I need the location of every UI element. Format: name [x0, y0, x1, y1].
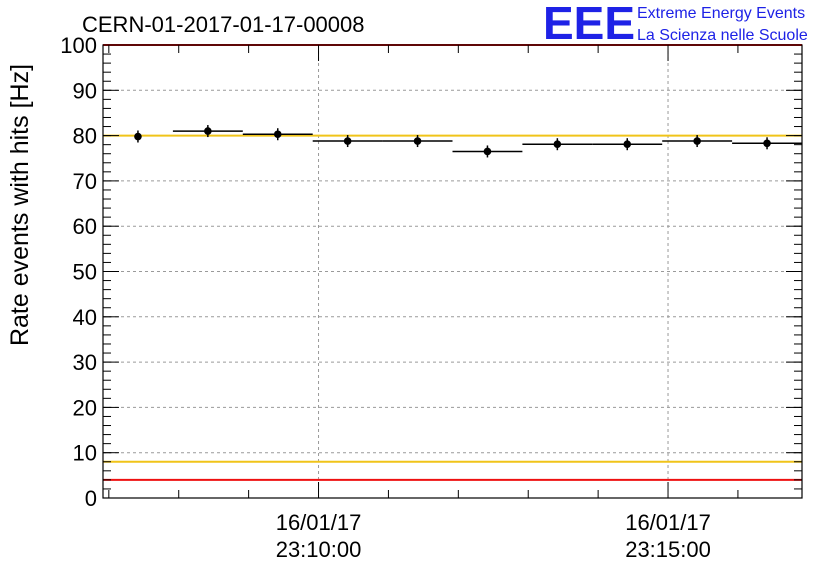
data-point	[204, 127, 212, 135]
axis-ticks	[103, 44, 802, 499]
y-tick-label: 90	[73, 78, 97, 103]
data-point	[413, 137, 422, 145]
chart-title: CERN-01-2017-01-17-00008	[82, 12, 365, 37]
data-point	[693, 137, 701, 145]
data-point	[483, 147, 492, 156]
y-tick-label: 80	[73, 124, 97, 149]
x-tick-label-date: 16/01/17	[276, 510, 362, 535]
logo-line-1: Extreme Energy Events	[637, 5, 805, 22]
y-tick-label: 60	[73, 214, 97, 239]
logo-line-2: La Scienza nelle Scuole	[637, 27, 808, 44]
tick-labels: 010203040506070809010016/01/1723:10:0016…	[60, 33, 711, 562]
data-point	[553, 140, 562, 149]
grid-lines	[103, 45, 802, 498]
x-tick-label-time: 23:10:00	[276, 537, 362, 562]
y-tick-label: 100	[60, 33, 97, 58]
data-point	[134, 132, 142, 141]
x-tick-label-date: 16/01/17	[625, 510, 711, 535]
y-tick-label: 0	[85, 486, 97, 511]
y-tick-label: 50	[73, 260, 97, 285]
y-axis-label: Rate events with hits [Hz]	[6, 64, 34, 346]
y-tick-label: 10	[73, 441, 97, 466]
data-series	[134, 125, 802, 158]
y-tick-label: 40	[73, 305, 97, 330]
y-tick-label: 20	[73, 395, 97, 420]
reference-lines	[103, 44, 802, 481]
logo-eee-text: EEE	[543, 0, 635, 49]
data-point	[343, 137, 352, 145]
data-point	[763, 139, 771, 148]
eee-logo: EEE Extreme Energy Events La Scienza nel…	[543, 0, 808, 49]
x-tick-label-time: 23:15:00	[625, 537, 711, 562]
y-tick-label: 30	[73, 350, 97, 375]
data-point	[623, 140, 632, 149]
data-point	[273, 130, 282, 139]
y-tick-label: 70	[73, 169, 97, 194]
plot-frame	[102, 44, 803, 499]
